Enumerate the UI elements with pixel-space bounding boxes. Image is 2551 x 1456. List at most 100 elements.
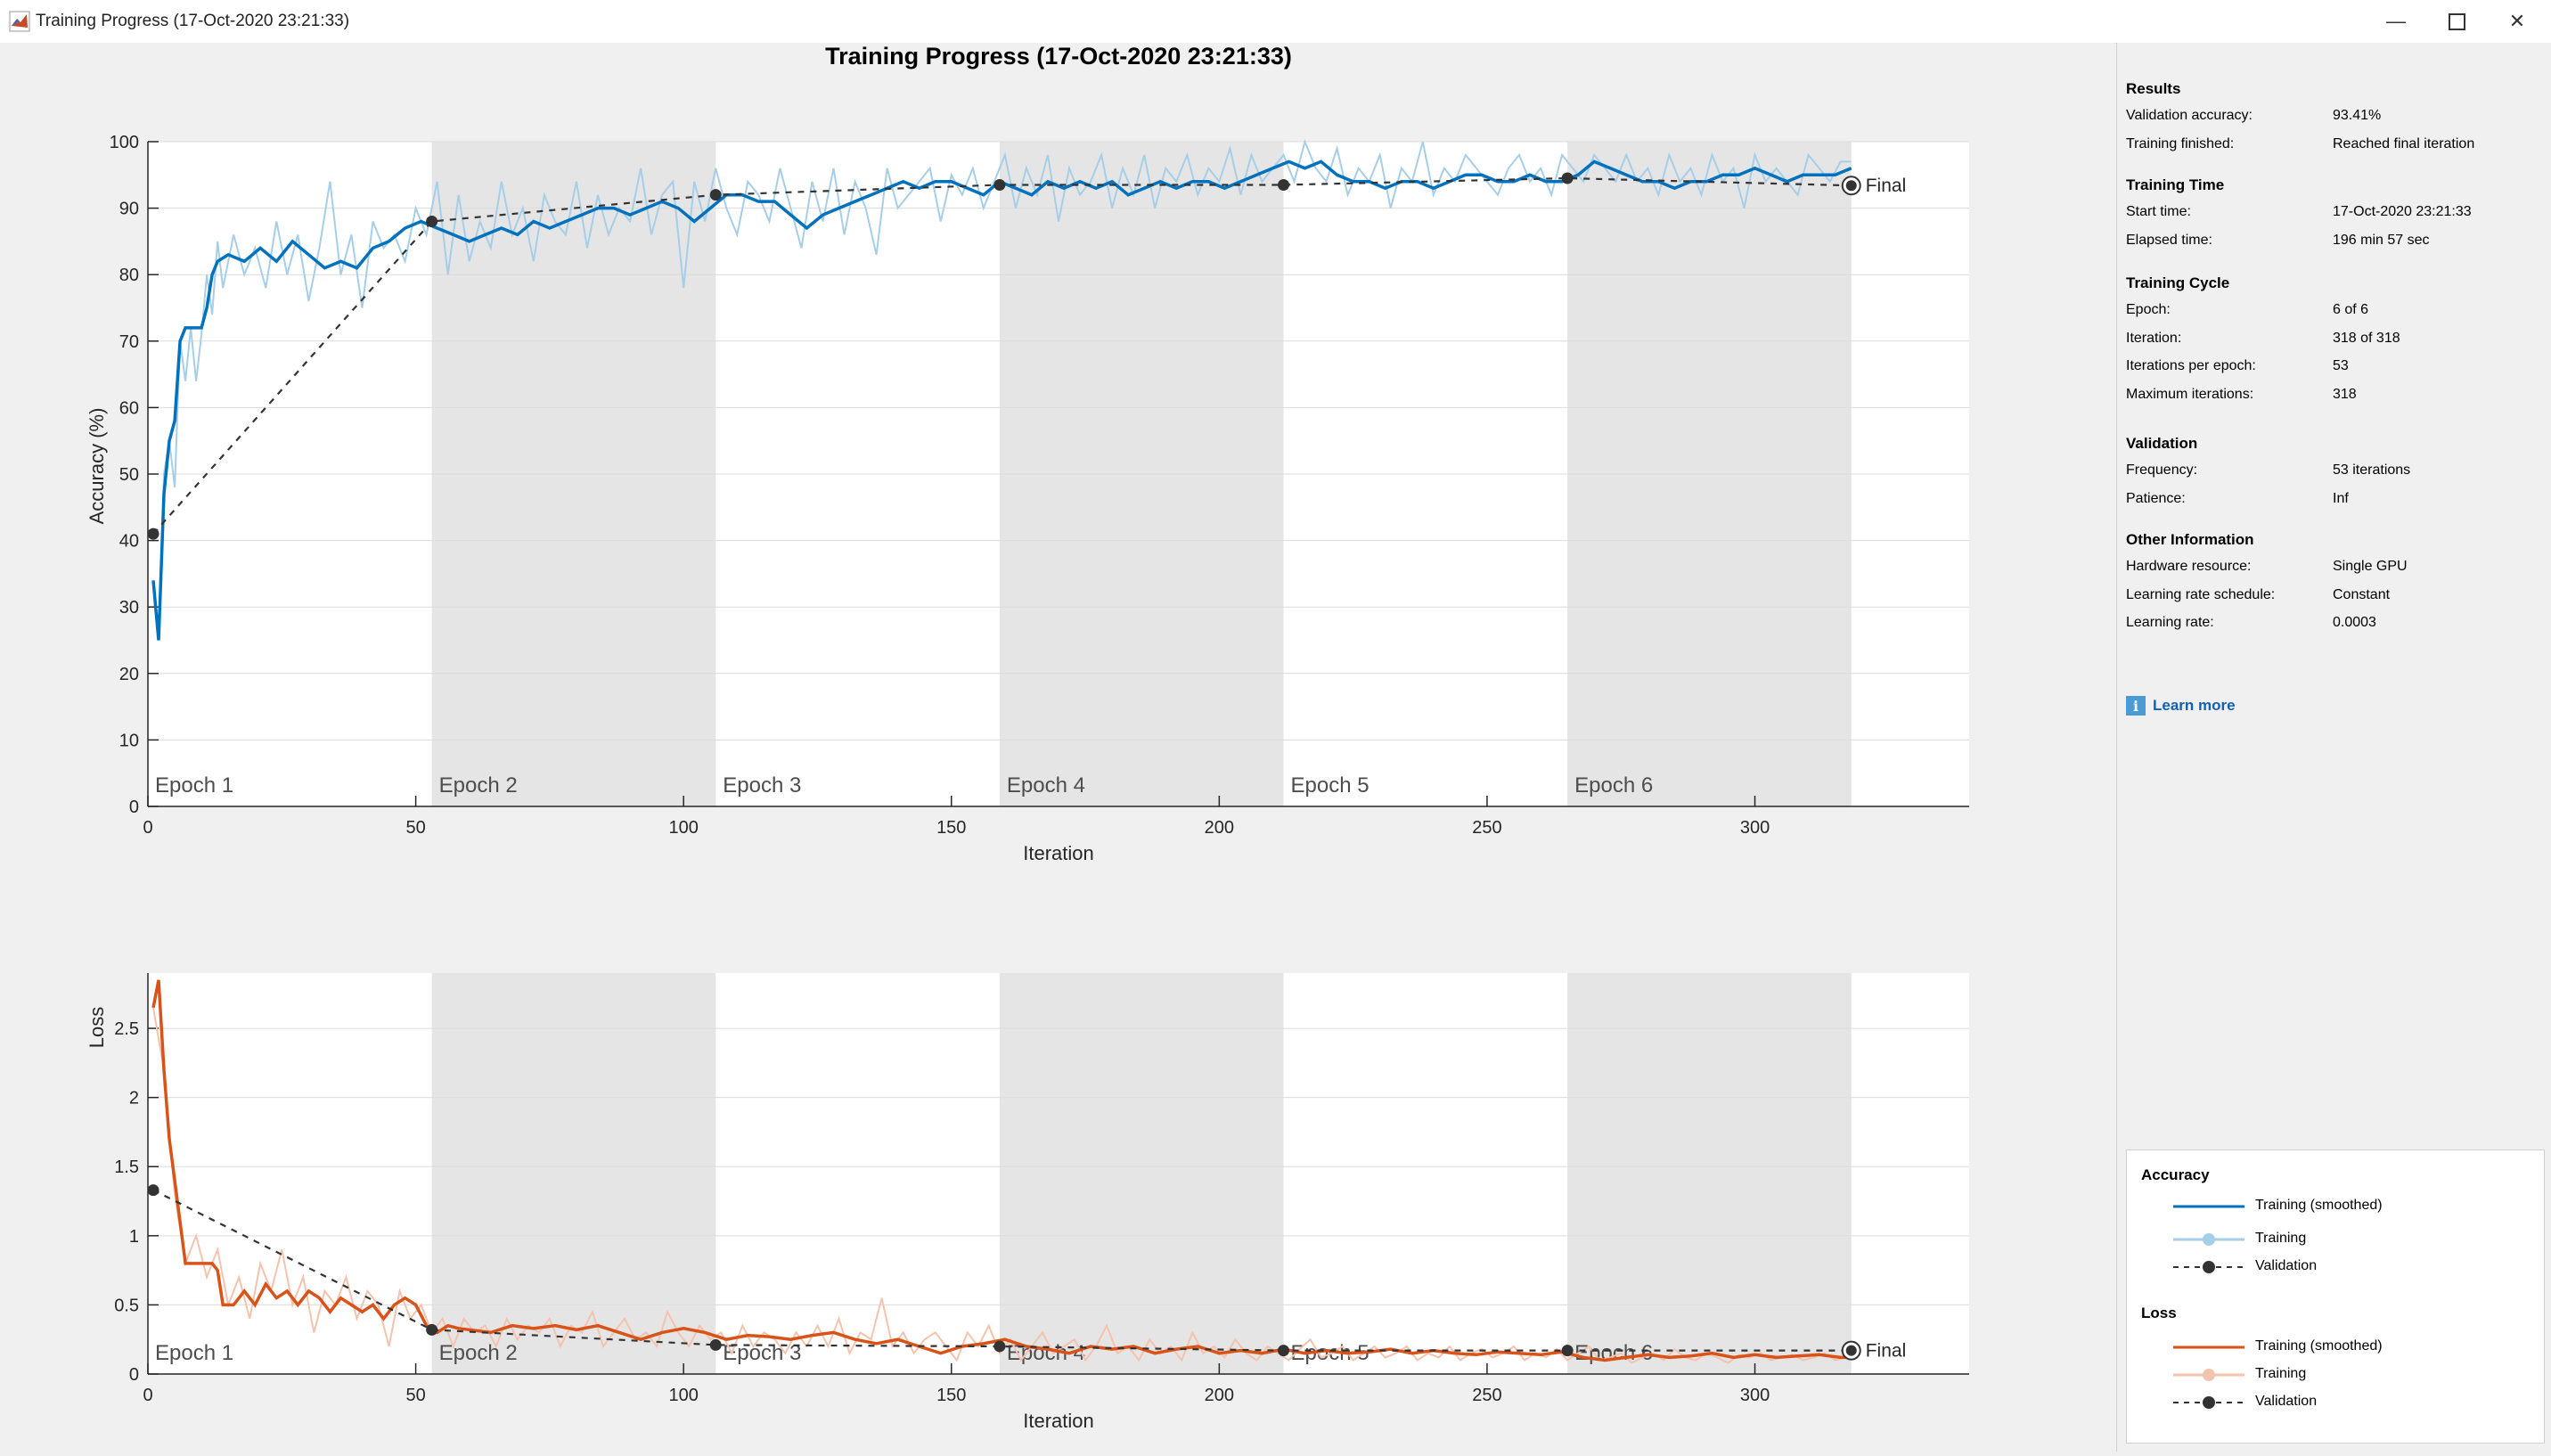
y-tick-label: 1	[129, 1227, 139, 1247]
validation-point	[1561, 172, 1574, 184]
result-label: Maximum iterations:	[2126, 386, 2254, 402]
y-tick-label: 0	[129, 798, 139, 817]
accuracy-xlabel: Iteration	[1023, 842, 1094, 864]
x-tick-label: 150	[936, 818, 966, 838]
x-tick-label: 0	[143, 1386, 152, 1405]
epoch-label: Epoch 4	[1007, 773, 1085, 798]
result-value: 318	[2333, 386, 2357, 402]
x-tick-label: 200	[1205, 1386, 1234, 1405]
epoch-label: Epoch 1	[155, 773, 233, 798]
learn-more-link[interactable]: i Learn more	[2126, 696, 2236, 716]
y-tick-label: 70	[119, 332, 139, 352]
x-tick-label: 300	[1740, 1386, 1770, 1405]
validation-point	[709, 189, 722, 201]
x-tick-label: 200	[1205, 818, 1234, 838]
result-label: Learning rate schedule:	[2126, 586, 2276, 602]
result-label: Start time:	[2126, 204, 2191, 219]
chart-title: Training Progress (17-Oct-2020 23:21:33)	[825, 43, 1292, 70]
legend-loss-smoothed-label: Training (smoothed)	[2255, 1338, 2383, 1354]
window-title: Training Progress (17-Oct-2020 23:21:33)	[36, 12, 350, 30]
x-tick-label: 250	[1472, 1386, 1501, 1405]
result-label: Iteration:	[2126, 330, 2182, 346]
epoch-band	[999, 973, 1284, 1374]
y-tick-label: 0.5	[114, 1296, 139, 1315]
result-label: Frequency:	[2126, 462, 2198, 478]
result-label: Iterations per epoch:	[2126, 358, 2256, 373]
accuracy-ylabel: Accuracy (%)	[86, 408, 108, 525]
result-value: 318 of 318	[2333, 330, 2400, 346]
minimize-icon: —	[2386, 10, 2406, 32]
validation-point	[1277, 178, 1289, 191]
epoch-label: Epoch 2	[439, 1341, 518, 1365]
validation-point	[993, 1340, 1006, 1353]
legend-accuracy-validation-swatch	[2173, 1261, 2244, 1273]
x-tick-label: 50	[405, 818, 425, 838]
legend-accuracy-smoothed-label: Training (smoothed)	[2255, 1198, 2383, 1213]
close-button[interactable]: ✕	[2487, 0, 2547, 43]
legend-loss-training-label: Training	[2255, 1366, 2307, 1381]
epoch-label: Epoch 2	[439, 773, 518, 798]
x-tick-label: 150	[936, 1386, 966, 1405]
accuracy-training-smoothed-line	[151, 160, 1852, 641]
y-tick-label: 40	[119, 532, 139, 552]
result-label: Patience:	[2126, 490, 2186, 506]
legend-accuracy-title: Accuracy	[2141, 1166, 2210, 1183]
result-label: Elapsed time:	[2126, 232, 2212, 248]
legend-loss-validation-swatch	[2173, 1396, 2244, 1409]
maximize-button[interactable]	[2426, 0, 2487, 43]
accuracy-plot: Epoch 1 Epoch 2 Epoch 3 Epoch 4 Epoch 5 Epoch…	[86, 133, 1969, 864]
loss-ylabel: Loss	[86, 1007, 108, 1048]
validation-point	[147, 1184, 159, 1197]
legend: Accuracy Training (smoothed) Training Va…	[2126, 1149, 2545, 1444]
y-tick-label: 50	[119, 465, 139, 485]
training-plots-svg: Training Progress (17-Oct-2020 23:21:33)…	[86, 43, 1969, 1432]
final-label: Final	[1866, 176, 1907, 196]
y-tick-label: 1.5	[114, 1157, 139, 1177]
y-tick-label: 60	[119, 398, 139, 418]
y-tick-label: 100	[110, 133, 139, 152]
x-tick-label: 300	[1740, 818, 1770, 838]
result-value: 6 of 6	[2333, 302, 2369, 317]
section-title: Validation	[2126, 435, 2198, 452]
loss-training-smoothed-line	[151, 979, 1852, 1362]
loss-plot: Epoch 1 Epoch 2 Epoch 3 Epoch 4 Epoch 5 Epoch…	[86, 973, 1969, 1432]
epoch-label: Epoch 5	[1290, 773, 1369, 798]
x-tick-label: 100	[668, 818, 698, 838]
result-value: 196 min 57 sec	[2333, 232, 2430, 248]
y-tick-label: 30	[119, 598, 139, 618]
epoch-label: Epoch 6	[1574, 773, 1653, 798]
legend-accuracy-smoothed-swatch	[2173, 1205, 2244, 1208]
validation-point	[1277, 1345, 1289, 1357]
result-label: Training finished:	[2126, 135, 2235, 151]
epoch-band	[1567, 973, 1852, 1374]
result-label: Validation accuracy:	[2126, 108, 2253, 123]
minimize-button[interactable]: —	[2366, 0, 2426, 43]
epoch-label: Epoch 6	[1574, 1341, 1653, 1365]
y-tick-label: 2	[129, 1089, 139, 1108]
loss-xlabel: Iteration	[1023, 1410, 1094, 1432]
validation-point	[993, 178, 1006, 191]
legend-accuracy-training-swatch	[2173, 1233, 2244, 1246]
validation-point	[1845, 1345, 1857, 1356]
result-label: Learning rate:	[2126, 615, 2214, 630]
y-tick-label: 80	[119, 266, 139, 285]
validation-point	[426, 216, 438, 228]
result-label: Hardware resource:	[2126, 559, 2252, 574]
matlab-app-icon	[9, 11, 30, 32]
y-tick-label: 90	[119, 200, 139, 219]
section-title: Training Cycle	[2126, 274, 2230, 291]
section-title: Results	[2126, 80, 2181, 97]
results-panel: Results Validation accuracy: 93.41% Trainin…	[2116, 43, 2551, 1452]
result-value: 53	[2333, 358, 2349, 373]
close-icon: ✕	[2508, 10, 2526, 32]
result-value: 93.41%	[2333, 108, 2382, 123]
legend-accuracy-validation-label: Validation	[2255, 1258, 2318, 1273]
training-plots-area: Training Progress (17-Oct-2020 23:21:33)…	[0, 43, 2115, 1452]
result-value: Inf	[2333, 490, 2349, 506]
legend-accuracy-training-label: Training	[2255, 1231, 2307, 1246]
x-tick-label: 50	[405, 1386, 425, 1405]
y-tick-label: 10	[119, 731, 139, 750]
window-titlebar: Training Progress (17-Oct-2020 23:21:33)…	[0, 0, 2551, 44]
legend-loss-training-swatch	[2173, 1369, 2244, 1381]
final-label: Final	[1866, 1341, 1907, 1362]
